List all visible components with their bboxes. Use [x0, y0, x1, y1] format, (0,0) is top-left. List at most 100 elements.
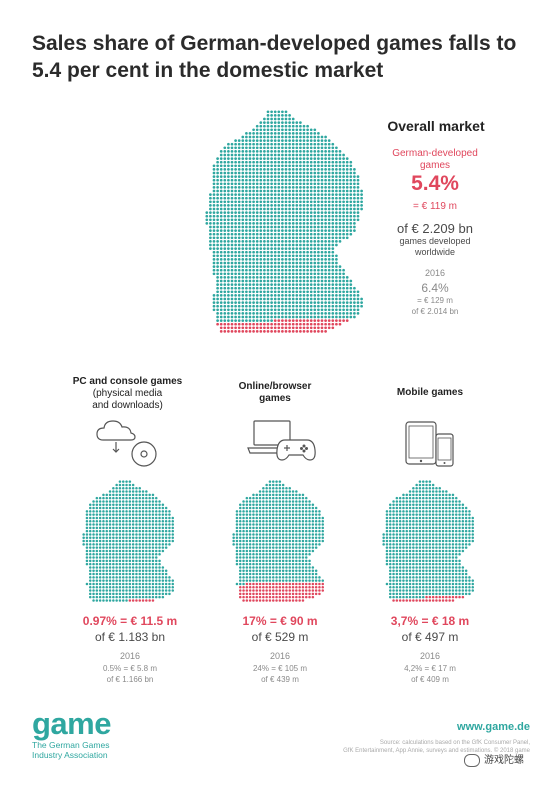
- map-dot: [302, 294, 306, 297]
- map-dot: [389, 576, 392, 579]
- map-dot: [285, 533, 288, 536]
- map-dot: [338, 160, 342, 164]
- map-dot: [301, 572, 305, 576]
- map-dot: [302, 258, 306, 261]
- map-dot: [428, 496, 432, 500]
- map-dot: [471, 523, 474, 526]
- map-dot: [435, 572, 438, 576]
- map-dot: [385, 582, 389, 586]
- map-dot: [92, 543, 95, 546]
- map-dot: [219, 229, 223, 232]
- map-dot: [115, 513, 118, 516]
- map-dot: [272, 533, 275, 536]
- map-dot: [252, 240, 255, 243]
- map-dot: [313, 240, 317, 243]
- map-dot-share: [313, 330, 317, 333]
- map-dot: [285, 576, 288, 579]
- map-dot: [223, 153, 227, 157]
- map-dot: [402, 523, 405, 526]
- map-dot: [245, 559, 249, 563]
- map-dot: [263, 135, 266, 139]
- map-dot: [155, 549, 158, 553]
- map-dot: [389, 536, 392, 539]
- map-dot: [252, 294, 255, 297]
- map-dot: [284, 232, 288, 236]
- map-dot: [131, 536, 135, 539]
- map-dot: [309, 315, 313, 319]
- website-link[interactable]: www.game.de: [457, 721, 530, 733]
- map-dot: [245, 268, 248, 272]
- map-dot: [263, 240, 266, 243]
- map-dot: [98, 503, 102, 506]
- map-dot: [278, 566, 282, 569]
- map-dot: [342, 207, 345, 211]
- map-dot: [281, 222, 284, 225]
- map-dot: [241, 139, 245, 142]
- map-dot: [252, 283, 255, 286]
- map-dot: [89, 582, 92, 586]
- map-dot: [305, 576, 308, 579]
- map-dot: [422, 496, 425, 500]
- map-dot: [252, 308, 255, 312]
- map-dot: [301, 529, 305, 533]
- map-dot: [252, 304, 255, 308]
- map-dot: [241, 247, 245, 250]
- map-dot: [263, 175, 266, 178]
- map-dot: [335, 196, 338, 200]
- map-dot: [402, 496, 405, 500]
- map-dot: [252, 496, 255, 500]
- map-dot: [164, 539, 168, 543]
- map-dot: [335, 229, 338, 232]
- map-dot: [259, 232, 263, 236]
- map-dot: [324, 276, 327, 279]
- map-dot: [259, 168, 263, 171]
- map-dot: [288, 168, 291, 171]
- map-dot: [161, 513, 165, 516]
- map-dot: [112, 576, 115, 579]
- map-dot: [431, 589, 435, 592]
- map-dot: [263, 207, 266, 211]
- map-dot: [408, 592, 412, 596]
- map-dot: [252, 290, 255, 294]
- map-dot: [342, 175, 345, 178]
- map-dot: [237, 301, 241, 304]
- map-dot: [464, 543, 468, 546]
- map-dot: [272, 566, 275, 569]
- map-dot: [255, 124, 259, 128]
- map-dot: [125, 566, 128, 569]
- map-dot: [125, 589, 128, 592]
- map-dot: [412, 526, 415, 530]
- map-dot: [164, 546, 168, 549]
- map-dot: [445, 543, 448, 546]
- map-dot: [105, 539, 108, 543]
- map-dot: [255, 229, 259, 232]
- map-dot: [277, 164, 281, 168]
- map-dot: [239, 579, 242, 582]
- map-dot: [306, 139, 309, 142]
- map-dot: [431, 546, 435, 549]
- map-dot: [252, 189, 255, 193]
- map-dot: [455, 523, 458, 526]
- map-dot: [245, 196, 248, 200]
- map-dot: [227, 146, 230, 150]
- map-dot: [448, 556, 451, 559]
- map-dot: [301, 543, 305, 546]
- map-dot: [145, 506, 148, 510]
- map-dot: [320, 178, 324, 182]
- map-dot: [118, 553, 122, 556]
- map-dot: [389, 526, 392, 530]
- map-dot: [295, 225, 299, 229]
- map-dot: [398, 592, 402, 596]
- map-dot: [349, 189, 353, 193]
- map-dot: [128, 582, 132, 586]
- map-dot: [338, 168, 342, 171]
- segment-title-pc-line2: (physical media: [92, 388, 163, 399]
- map-dot: [295, 168, 299, 171]
- map-dot-share: [284, 319, 288, 322]
- map-dot: [458, 579, 461, 582]
- map-dot: [239, 506, 242, 510]
- map-dot: [455, 506, 458, 510]
- map-dot: [408, 526, 412, 530]
- wechat-icon: [464, 753, 480, 767]
- map-dot: [338, 164, 342, 168]
